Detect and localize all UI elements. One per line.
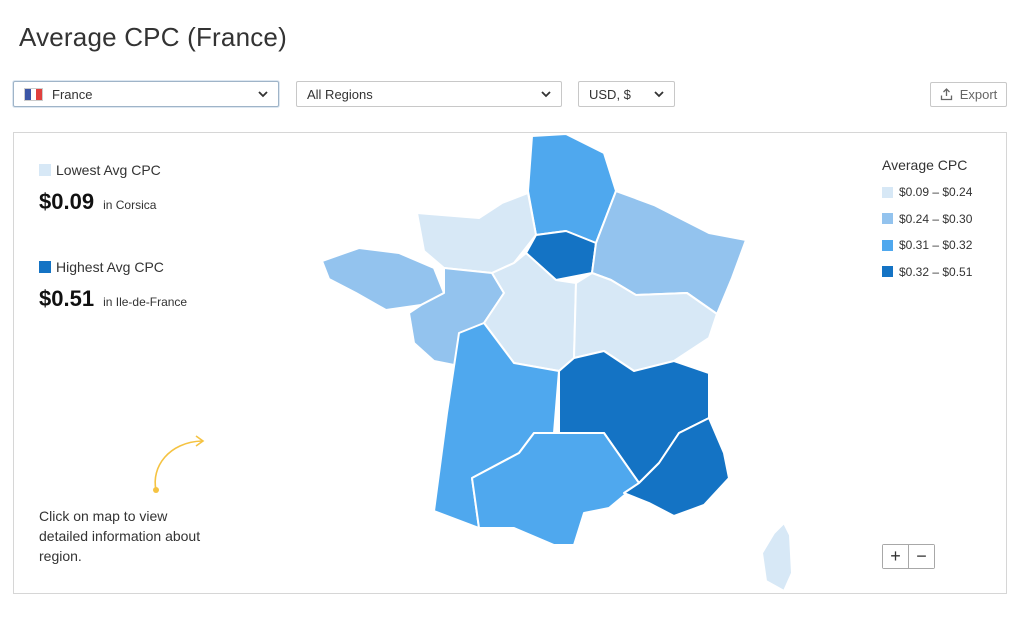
region-corse[interactable] <box>761 522 793 592</box>
region-select[interactable]: All Regions <box>296 81 562 107</box>
currency-select[interactable]: USD, $ <box>578 81 675 107</box>
legend: Average CPC $0.09 – $0.24 $0.24 – $0.30 … <box>882 157 972 285</box>
legend-label: $0.09 – $0.24 <box>899 185 973 200</box>
lowest-cpc-value-row: $0.09 in Corsica <box>39 189 156 215</box>
lowest-cpc-swatch <box>39 164 51 176</box>
legend-item: $0.32 – $0.51 <box>882 259 972 286</box>
highest-cpc-value-row: $0.51 in Ile-de-France <box>39 286 187 312</box>
map-panel: Lowest Avg CPC $0.09 in Corsica Highest … <box>13 132 1007 594</box>
legend-item: $0.24 – $0.30 <box>882 206 972 233</box>
legend-item: $0.09 – $0.24 <box>882 179 972 206</box>
highest-cpc-location: in Ile-de-France <box>103 295 188 309</box>
legend-label: $0.24 – $0.30 <box>899 211 973 226</box>
upload-icon <box>940 88 952 101</box>
page-title: Average CPC (France) <box>19 22 287 52</box>
map-hint: Click on map to view detailed informatio… <box>39 508 201 564</box>
curved-arrow-icon <box>153 435 205 493</box>
lowest-cpc-value: $0.09 <box>39 189 95 214</box>
zoom-in-button[interactable]: + <box>883 545 908 568</box>
chevron-down-icon <box>258 91 268 98</box>
lowest-cpc-title: Lowest Avg CPC <box>39 162 161 178</box>
region-select-value: All Regions <box>307 86 373 102</box>
region-occitanie[interactable] <box>471 432 640 546</box>
legend-swatch <box>882 239 893 251</box>
country-select-value: France <box>52 86 93 102</box>
legend-swatch <box>882 213 893 225</box>
highest-cpc-value: $0.51 <box>39 286 95 311</box>
legend-label: $0.32 – $0.51 <box>899 264 973 279</box>
legend-swatch <box>882 186 893 198</box>
currency-select-value: USD, $ <box>589 86 631 102</box>
highest-cpc-title: Highest Avg CPC <box>39 259 164 275</box>
chevron-down-icon <box>541 91 551 98</box>
lowest-cpc-location: in Corsica <box>103 198 157 212</box>
zoom-controls: + − <box>882 544 935 569</box>
region-provence-alpes-cote-dazur[interactable] <box>623 417 730 517</box>
legend-item: $0.31 – $0.32 <box>882 232 972 259</box>
france-region-map[interactable] <box>14 133 1006 593</box>
flag-stripe-white <box>30 88 37 100</box>
export-label: Export <box>959 87 998 102</box>
highest-cpc-swatch <box>39 261 51 273</box>
legend-label: $0.31 – $0.32 <box>899 238 973 253</box>
chevron-down-icon <box>654 91 664 98</box>
france-flag-icon <box>24 87 43 101</box>
legend-swatch <box>882 266 893 278</box>
highest-cpc-label: Highest Avg CPC <box>56 259 164 275</box>
country-select[interactable]: France <box>13 81 279 107</box>
region-bretagne[interactable] <box>321 247 445 311</box>
zoom-out-button[interactable]: − <box>908 545 934 568</box>
flag-stripe-blue <box>25 88 31 100</box>
export-button[interactable]: Export <box>930 82 1007 107</box>
legend-title: Average CPC <box>882 157 968 173</box>
flag-stripe-red <box>36 88 43 100</box>
lowest-cpc-label: Lowest Avg CPC <box>56 162 161 178</box>
region-normandie[interactable] <box>416 192 537 274</box>
